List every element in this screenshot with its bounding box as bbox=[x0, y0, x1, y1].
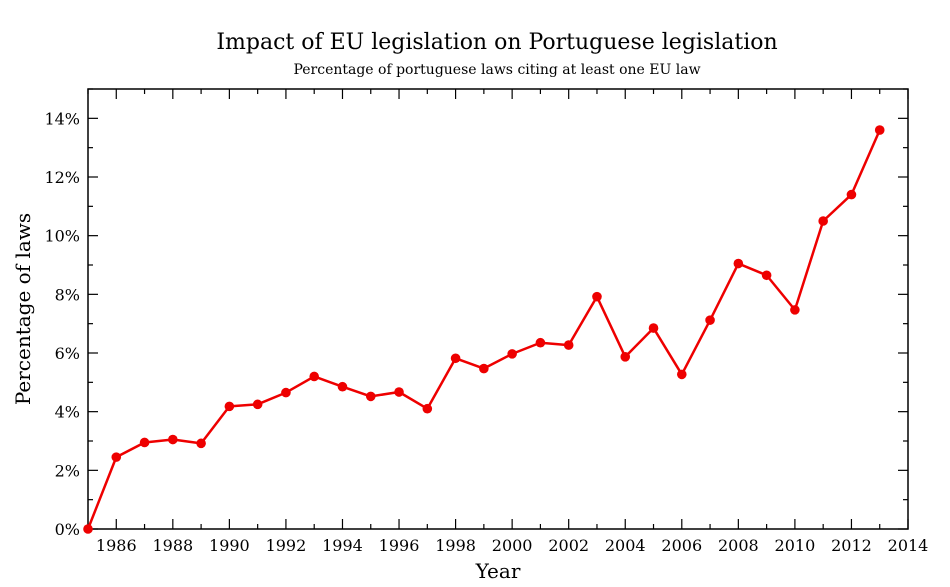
data-point bbox=[592, 291, 602, 302]
data-point bbox=[111, 452, 122, 462]
data-point bbox=[846, 189, 857, 200]
x-tick-label: 2000 bbox=[492, 536, 533, 555]
data-point bbox=[790, 305, 800, 315]
data-point bbox=[224, 401, 235, 412]
data-point bbox=[365, 391, 376, 402]
x-tick-label: 1988 bbox=[152, 536, 193, 555]
y-tick-label: 4% bbox=[55, 403, 80, 422]
series-line bbox=[86, 129, 881, 530]
data-point bbox=[422, 403, 433, 414]
y-tick-label: 14% bbox=[44, 109, 80, 128]
y-tick-label: 2% bbox=[55, 461, 80, 480]
data-point bbox=[648, 323, 659, 333]
y-tick-label: 12% bbox=[44, 168, 80, 187]
chart-title: Impact of EU legislation on Portuguese l… bbox=[216, 30, 777, 55]
data-point bbox=[620, 352, 631, 362]
data-point bbox=[874, 125, 885, 135]
data-point bbox=[733, 258, 744, 269]
data-point bbox=[394, 387, 404, 397]
x-tick-label: 2002 bbox=[548, 536, 589, 555]
y-axis: 0% 2% 4% 6% 8% 10% 12% 14% bbox=[44, 88, 908, 539]
x-tick-label: 2014 bbox=[888, 536, 929, 555]
data-point bbox=[450, 353, 461, 364]
y-tick-label: 6% bbox=[55, 344, 80, 363]
data-point bbox=[676, 369, 687, 380]
x-tick-label: 2012 bbox=[831, 536, 872, 555]
data-point bbox=[761, 270, 772, 281]
data-point bbox=[507, 349, 517, 359]
axes: 1986 1988 1990 1992 1994 1996 1998 2000 2002 2004… bbox=[44, 88, 929, 555]
x-tick-label: 1994 bbox=[322, 536, 363, 555]
y-axis-label: Percentage of laws bbox=[11, 213, 35, 405]
x-tick-label: 2006 bbox=[661, 536, 702, 555]
x-tick-label: 2010 bbox=[775, 536, 816, 555]
chart-subtitle: Percentage of portuguese laws citing at … bbox=[293, 62, 700, 78]
data-point bbox=[168, 434, 178, 445]
plot-frame bbox=[87, 88, 909, 530]
data-point bbox=[281, 387, 291, 398]
x-axis-label: Year bbox=[475, 559, 521, 583]
data-point bbox=[818, 216, 828, 226]
data-point bbox=[83, 524, 93, 534]
x-tick-label: 1996 bbox=[379, 536, 420, 555]
x-tick-label: 2004 bbox=[605, 536, 646, 555]
data-point bbox=[252, 399, 263, 410]
x-tick-label: 1986 bbox=[96, 536, 137, 555]
data-point bbox=[337, 381, 348, 392]
y-tick-label: 0% bbox=[55, 520, 80, 539]
data-point bbox=[705, 315, 715, 325]
data-point bbox=[479, 363, 489, 374]
x-tick-label: 1990 bbox=[209, 536, 250, 555]
x-tick-label: 1998 bbox=[435, 536, 476, 555]
data-point bbox=[139, 437, 150, 448]
y-tick-label: 10% bbox=[44, 227, 80, 246]
x-axis: 1986 1988 1990 1992 1994 1996 1998 2000 2002 2004… bbox=[87, 89, 929, 555]
data-point bbox=[535, 337, 546, 348]
x-tick-label: 2008 bbox=[718, 536, 759, 555]
data-point bbox=[196, 438, 206, 449]
y-tick-label: 8% bbox=[55, 285, 80, 304]
data-point bbox=[309, 371, 320, 382]
data-point bbox=[563, 340, 574, 350]
series-layer bbox=[83, 125, 885, 534]
x-tick-label: 1992 bbox=[266, 536, 307, 555]
